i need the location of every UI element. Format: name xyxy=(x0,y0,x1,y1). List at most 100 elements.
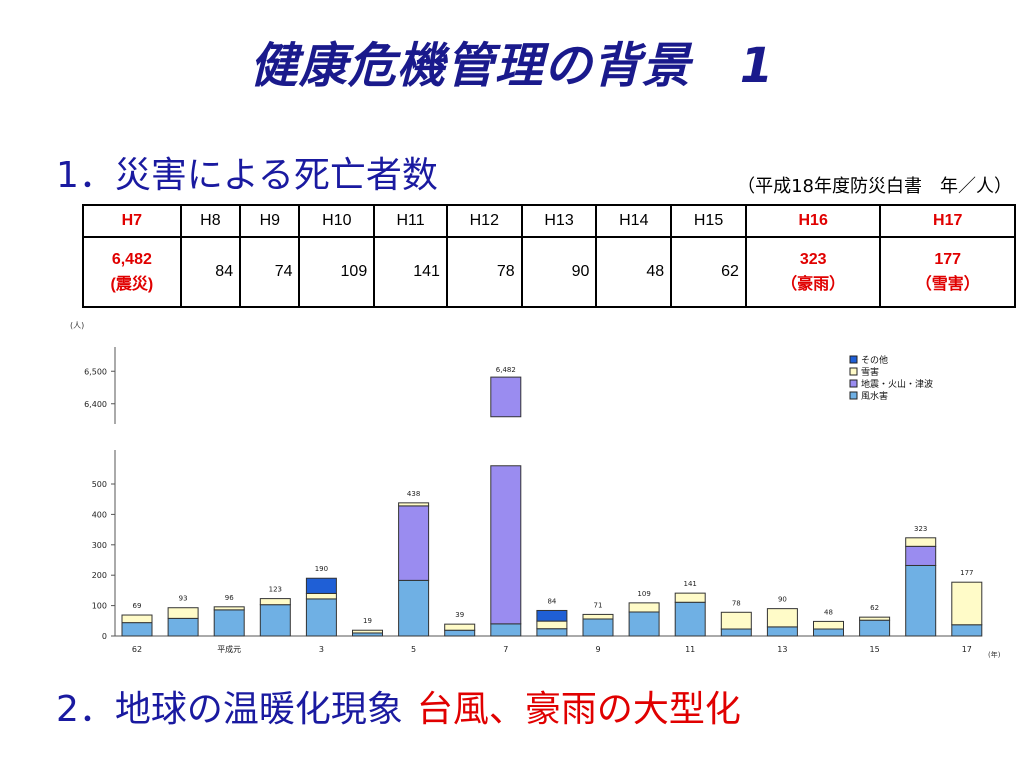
data-label: 19 xyxy=(363,617,372,625)
bar-segment xyxy=(398,505,430,581)
bar-segment xyxy=(905,564,937,637)
table-cell-note: （豪雨） xyxy=(781,276,846,293)
data-label: 62 xyxy=(870,604,879,612)
bar-segment xyxy=(859,619,891,637)
legend-swatch xyxy=(849,355,858,364)
table-cell-value: 109 xyxy=(340,263,368,280)
source-note: （平成18年度防災白書 年／人） xyxy=(737,176,1012,197)
bar-segment xyxy=(121,622,153,637)
bar-segment xyxy=(259,598,291,606)
bar-segment xyxy=(951,624,983,637)
bar-segment xyxy=(674,592,706,603)
table-cell-H10: 109 xyxy=(298,236,376,308)
x-tick-label: 5 xyxy=(411,645,416,654)
y-tick-label: 100 xyxy=(92,602,107,611)
bar-segment xyxy=(582,613,614,620)
axis-break-mark xyxy=(487,431,524,440)
table-cell-H14: 48 xyxy=(595,236,673,308)
bar-segment xyxy=(766,626,798,637)
legend-label: 地震・火山・津波 xyxy=(861,378,933,390)
section-2-prefix: 2．地球の温暖化現象 xyxy=(56,689,403,730)
legend-label: 雪害 xyxy=(861,366,879,378)
bar-segment xyxy=(167,617,199,637)
table-header-H13: H13 xyxy=(520,204,598,238)
data-label: 93 xyxy=(179,595,188,603)
legend-label: その他 xyxy=(861,354,888,366)
data-label: 69 xyxy=(133,602,142,610)
data-label: 84 xyxy=(547,597,556,605)
table-cell-value: 6,482 xyxy=(111,251,152,268)
bar-segment xyxy=(490,623,522,637)
table-header-H8: H8 xyxy=(179,204,242,238)
y-tick-label: 300 xyxy=(92,541,107,550)
data-label: 78 xyxy=(732,599,741,607)
bar-segment xyxy=(213,606,245,611)
table-header-H14: H14 xyxy=(595,204,673,238)
data-label: 96 xyxy=(225,594,234,602)
data-label: 177 xyxy=(960,569,973,577)
table-header-H15: H15 xyxy=(670,204,747,238)
table-row: 6,482 (震災) 84 74 109 141 78 90 48 62 323 （豪雨） 177 （雪害… xyxy=(82,236,1016,308)
table-header-H11: H11 xyxy=(373,204,448,238)
bar-segment xyxy=(720,611,752,630)
data-label: 141 xyxy=(684,580,697,588)
legend-swatch xyxy=(849,367,858,376)
table-cell-value: 74 xyxy=(274,263,293,280)
table-cell-value: 48 xyxy=(646,263,665,280)
x-tick-label: 17 xyxy=(962,645,972,654)
bar-segment xyxy=(444,623,476,631)
bar-segment xyxy=(213,609,245,637)
bar-segment xyxy=(628,611,660,637)
table-cell-value: 62 xyxy=(721,263,739,280)
bar-segment xyxy=(813,628,844,637)
table-cell-value: 90 xyxy=(571,263,590,280)
x-tick-label: 3 xyxy=(319,645,324,654)
table-header-H10: H10 xyxy=(298,204,376,238)
y-tick-label: 6,400 xyxy=(84,400,107,409)
data-label: 323 xyxy=(914,525,927,533)
section-2-heading: 2．地球の温暖化現象 台風、豪雨の大型化 xyxy=(56,680,741,732)
bar-segment xyxy=(121,614,153,624)
bar-segment xyxy=(536,628,568,637)
table-cell-H16: 323 （豪雨） xyxy=(744,236,882,308)
x-tick-label: 平成元 xyxy=(217,644,241,654)
table-cell-value: 78 xyxy=(496,263,515,280)
table-header-H9: H9 xyxy=(239,204,301,238)
table-cell-value: 177 xyxy=(934,251,962,268)
table-cell-H15: 62 xyxy=(670,236,747,308)
y-tick-label: 6,500 xyxy=(84,367,107,376)
table-header-H12: H12 xyxy=(445,204,523,238)
table-cell-H8: 84 xyxy=(179,236,242,308)
table-cell-H13: 90 xyxy=(520,236,598,308)
data-label: 6,482 xyxy=(496,366,516,374)
data-label: 48 xyxy=(824,608,833,616)
table-header-H16: H16 xyxy=(744,204,882,238)
table-cell-value: 141 xyxy=(413,263,440,280)
data-label: 90 xyxy=(778,596,787,604)
legend-swatch xyxy=(849,391,858,400)
table-cell-value: 323 xyxy=(799,251,827,268)
bar-segment xyxy=(628,602,660,613)
bar-segment xyxy=(444,629,476,637)
bar-segment xyxy=(490,465,522,625)
legend-swatch xyxy=(849,379,858,388)
bar-segment xyxy=(398,579,430,637)
bar-segment xyxy=(305,592,337,600)
table-cell-H9: 74 xyxy=(239,236,301,308)
bar-segment xyxy=(582,618,614,637)
y-unit-label: (人) xyxy=(70,321,84,330)
data-label: 190 xyxy=(315,565,328,573)
bar-segment xyxy=(720,628,752,637)
table-header-H17: H17 xyxy=(879,204,1016,238)
x-tick-label: 7 xyxy=(503,645,508,654)
x-tick-label: 13 xyxy=(777,645,787,654)
bar-segment xyxy=(536,609,568,622)
x-tick-label: 11 xyxy=(685,645,695,654)
data-label: 123 xyxy=(269,586,282,594)
deaths-table: H7 H8 H9 H10 H11 H12 H13 H14 H15 H16 H17 6,482 (震災)… xyxy=(82,204,1016,308)
bar-segment xyxy=(352,629,383,634)
x-tick-label: 9 xyxy=(595,645,600,654)
y-tick-label: 500 xyxy=(92,480,107,489)
table-cell-note: (震災) xyxy=(110,276,154,293)
